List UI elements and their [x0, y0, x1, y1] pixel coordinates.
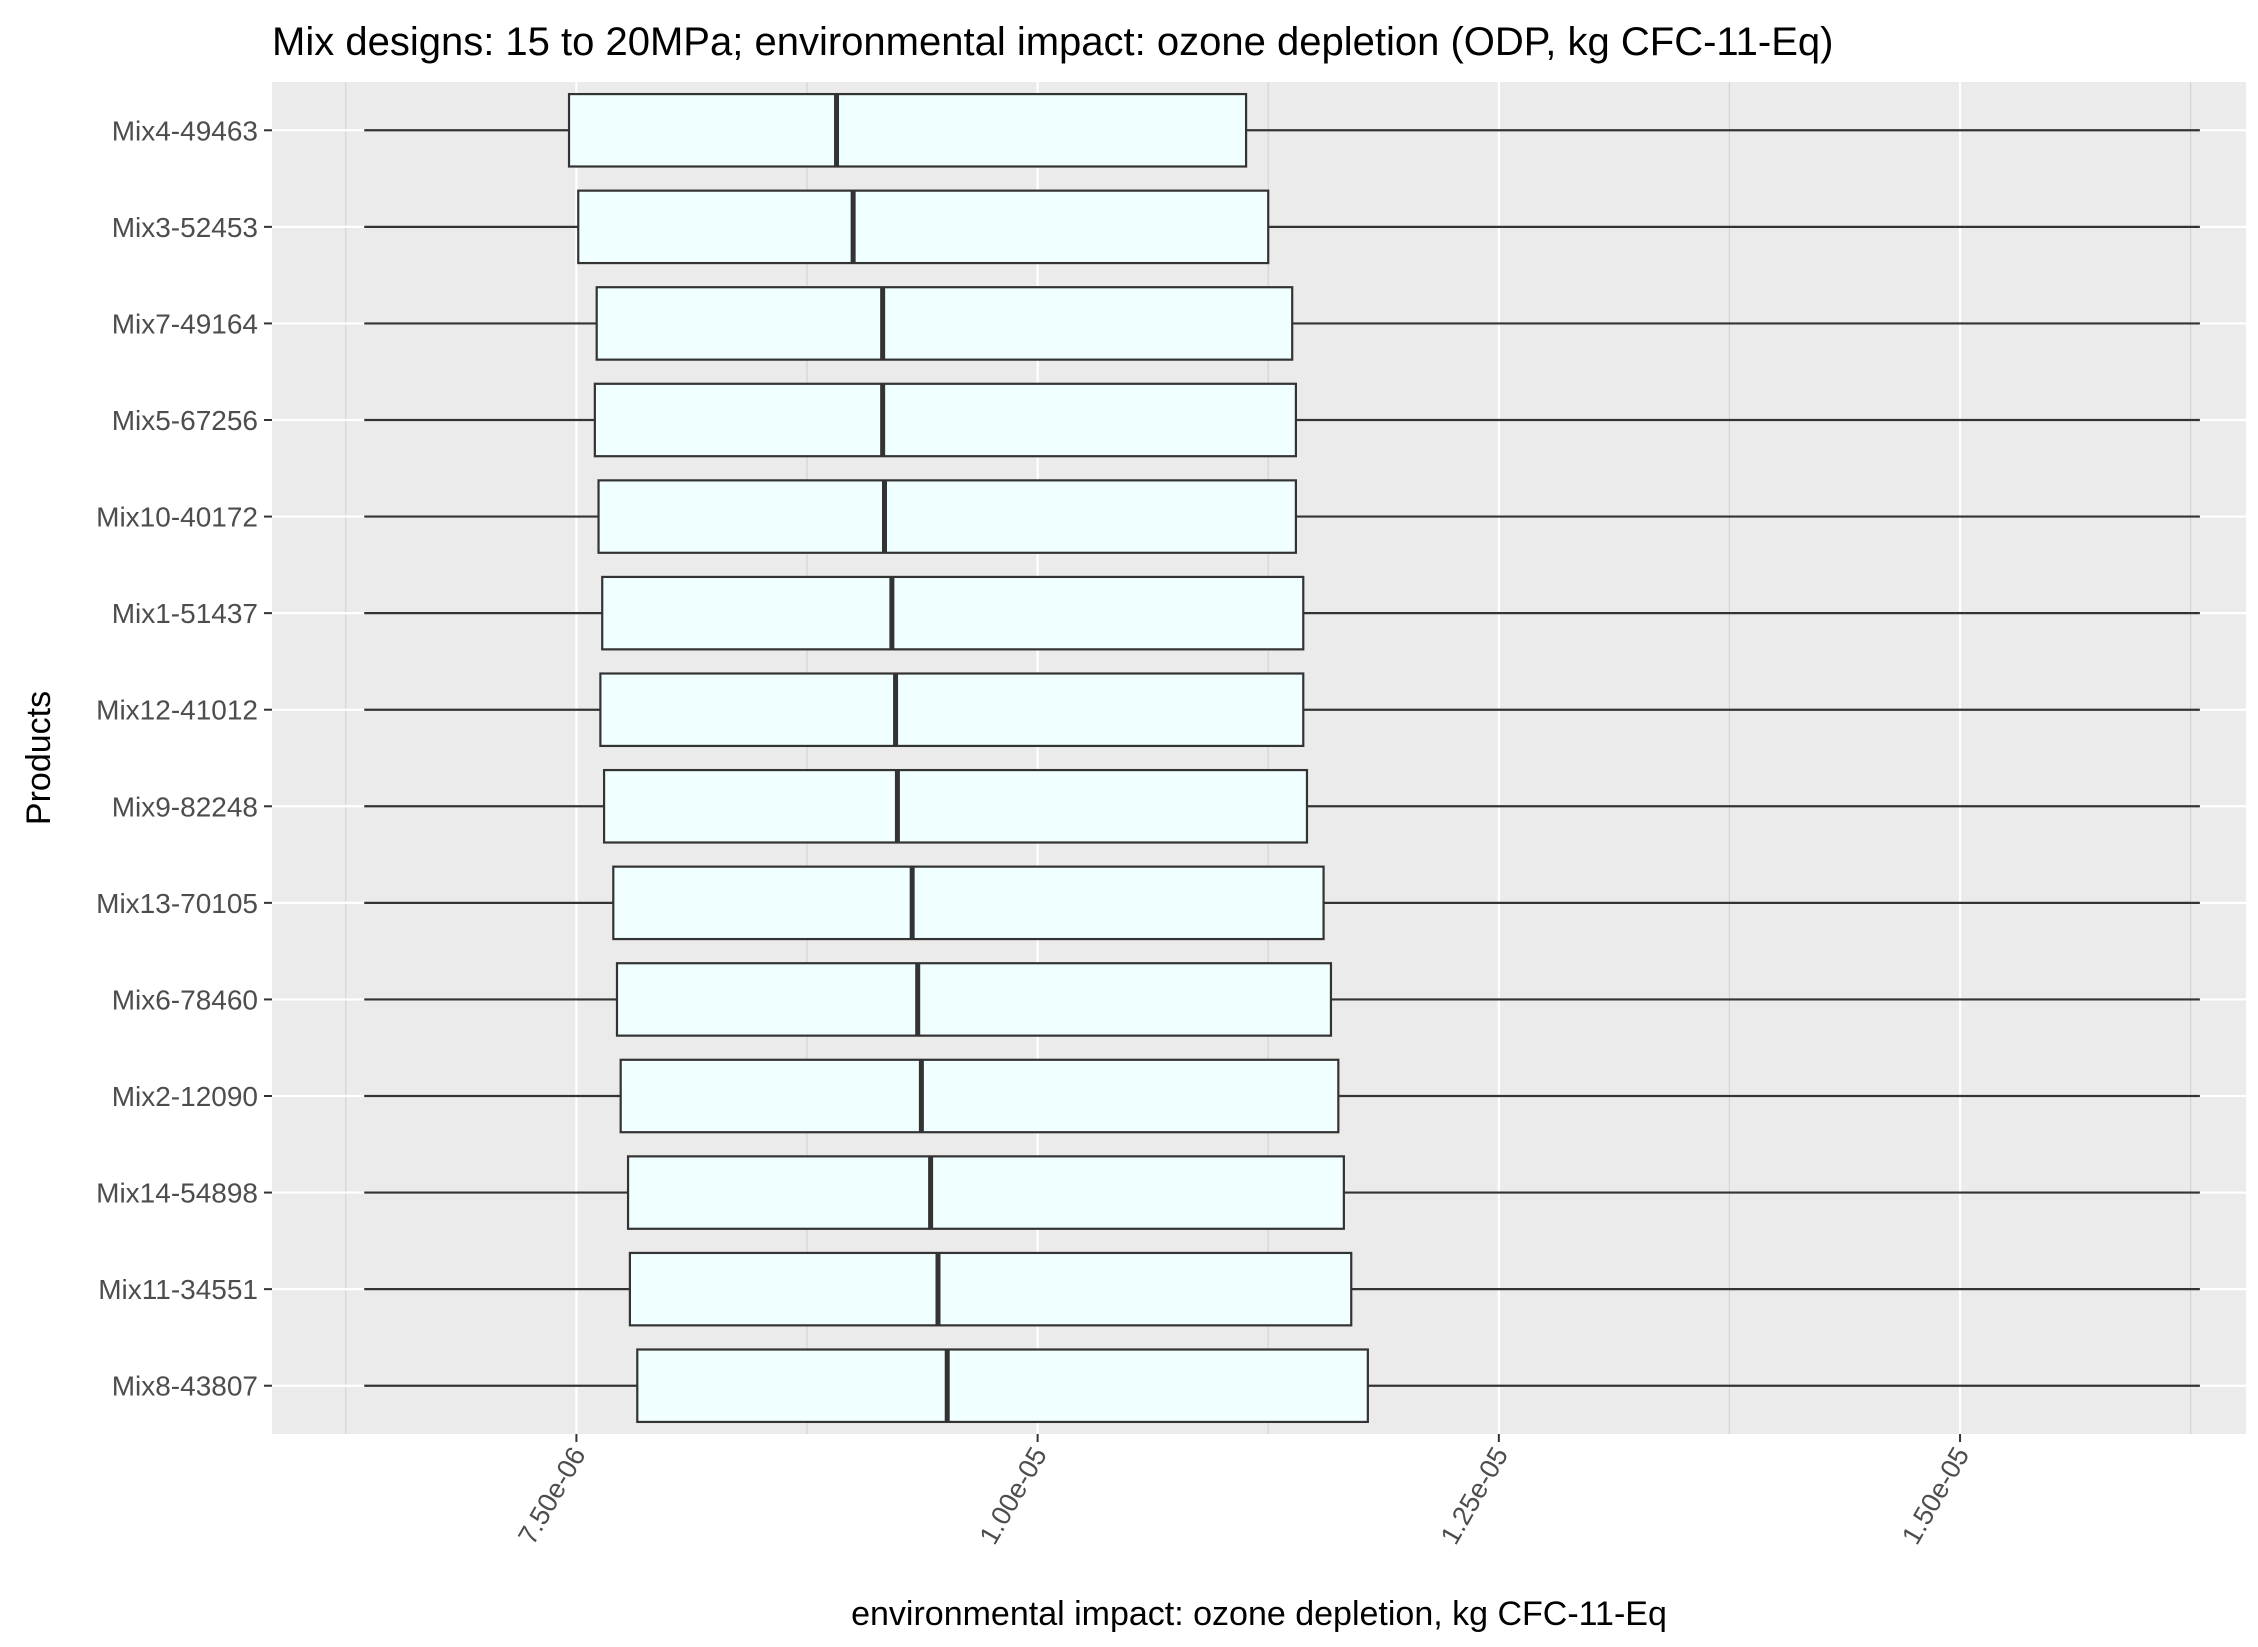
box-Mix10-40172 — [364, 479, 2200, 554]
box-iqr — [577, 189, 1270, 265]
box-Mix1-51437 — [364, 575, 2200, 651]
y-tick-label: Mix6-78460 — [112, 984, 258, 1015]
x-tick-label: 1.50e-05 — [1896, 1442, 1975, 1549]
box-iqr — [636, 1348, 1369, 1424]
box-Mix3-52453 — [364, 189, 2200, 265]
y-tick-label: Mix2-12090 — [112, 1081, 258, 1112]
y-axis-labels: Mix4-49463 Mix3-52453 Mix7-49164 Mix5-67256… — [96, 115, 272, 1402]
box-Mix6-78460 — [364, 962, 2200, 1037]
box-iqr — [628, 1251, 1353, 1327]
y-tick-label: Mix5-67256 — [112, 405, 258, 436]
chart-title: Mix designs: 15 to 20MPa; environmental … — [272, 20, 1833, 64]
box-Mix5-67256 — [364, 382, 2200, 458]
box-iqr — [619, 1058, 1340, 1134]
y-tick-label: Mix11-34551 — [98, 1274, 258, 1305]
box-iqr — [599, 672, 1305, 748]
box-iqr — [595, 286, 1294, 361]
box-series — [364, 92, 2200, 1424]
box-Mix4-49463 — [364, 92, 2200, 168]
y-tick-label: Mix8-43807 — [112, 1371, 258, 1402]
y-tick-label: Mix10-40172 — [96, 502, 258, 533]
y-tick-label: Mix4-49463 — [112, 115, 258, 146]
y-tick-label: Mix9-82248 — [112, 791, 258, 822]
x-tick-label: 7.50e-06 — [512, 1442, 591, 1549]
box-Mix14-54898 — [364, 1155, 2200, 1230]
box-Mix12-41012 — [364, 672, 2200, 748]
box-Mix2-12090 — [364, 1058, 2200, 1134]
x-tick-label: 1.25e-05 — [1435, 1442, 1514, 1549]
box-iqr — [593, 382, 1297, 458]
box-iqr — [597, 479, 1297, 554]
box-iqr — [601, 575, 1305, 651]
x-axis-ticks: 7.50e-06 1.00e-05 1.25e-05 1.50e-05 — [512, 1434, 1975, 1549]
plot-panel — [272, 82, 2246, 1434]
box-iqr — [612, 865, 1325, 941]
box-Mix11-34551 — [364, 1251, 2200, 1327]
box-Mix13-70105 — [364, 865, 2200, 941]
y-tick-label: Mix13-70105 — [96, 888, 258, 919]
x-axis-title: environmental impact: ozone depletion, k… — [851, 1595, 1667, 1633]
box-Mix8-43807 — [364, 1348, 2200, 1424]
box-iqr — [615, 962, 1333, 1037]
box-Mix9-82248 — [364, 768, 2200, 844]
y-axis-title: Products — [20, 691, 58, 825]
y-tick-label: Mix14-54898 — [96, 1178, 258, 1209]
box-iqr — [567, 92, 1248, 168]
x-tick-label: 1.00e-05 — [974, 1442, 1053, 1549]
box-iqr — [602, 768, 1309, 844]
y-tick-label: Mix7-49164 — [112, 308, 258, 339]
box-iqr — [626, 1155, 1345, 1230]
y-tick-label: Mix1-51437 — [112, 598, 258, 629]
y-tick-label: Mix12-41012 — [96, 695, 258, 726]
box-Mix7-49164 — [364, 286, 2200, 361]
y-tick-label: Mix3-52453 — [112, 212, 258, 243]
